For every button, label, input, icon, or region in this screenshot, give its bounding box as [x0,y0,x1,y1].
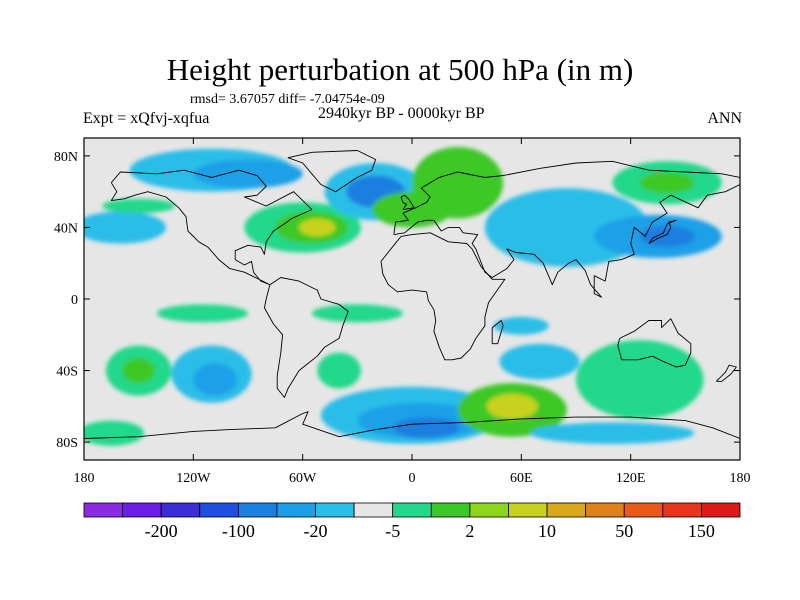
anomaly-region [530,422,695,444]
colorbar-label: 10 [538,521,556,541]
coastline-uk [400,194,415,211]
colorbar-box [83,502,123,518]
anomaly-region [84,420,145,446]
experiment-label: Expt = xQfvj-xqfua [83,110,210,127]
height-field [84,146,722,446]
anomaly-region [486,393,538,419]
season-label: ANN [707,110,742,127]
colorbar-box [237,502,278,518]
anomaly-region [311,304,403,323]
anomaly-region [393,417,460,439]
colorbar-box [662,502,702,518]
anomaly-region [639,171,695,194]
anomaly-region [317,352,361,389]
lat-tick-label: 80N [54,150,78,165]
anomaly-region [156,304,248,323]
coastline-eurasia [393,160,740,298]
lon-tick-label: 120W [176,471,211,486]
coastline-new-zealand [715,364,737,382]
coastline-australia [617,318,692,368]
colorbar-box [585,502,625,518]
colorbar-box [315,502,355,518]
coastline-madagascar [491,320,504,345]
lon-tick-label: 60E [510,471,533,486]
anomaly-region [193,159,303,189]
coastline-africa [380,232,506,361]
colorbar-label: -100 [222,521,255,541]
colorbar-box [199,502,239,518]
coastline-japan [648,219,677,244]
rmsd-diff-stats: rmsd= 3.67057 diff= -7.04754e-09 [190,92,385,107]
lon-tick-label: 0 [409,471,416,486]
plot-title: Height perturbation at 500 hPa (in m) [166,52,634,87]
lat-tick-label: 40N [54,221,78,236]
anomaly-region [576,340,704,419]
colorbar-box [701,502,741,518]
colorbar-label: -20 [304,521,328,541]
lon-tick-label: 60W [289,471,317,486]
lon-tick-label: 180 [74,471,95,486]
colorbar-box [508,502,548,518]
coastline-antarctica [84,411,740,439]
colorbar-box [546,502,587,518]
colorbar-label: 2 [465,521,474,541]
colorbar-label: -5 [385,521,400,541]
colorbar-box [392,502,432,518]
anomaly-region [499,343,580,380]
axis-ticks: 80N 40N 0 40S 80S 180 120W 60W 0 60E 120E 180 [54,138,751,486]
colorbar-box [276,502,316,518]
anomaly-region [102,198,176,214]
colorbar-label: 50 [615,521,633,541]
colorbar-box [160,502,201,518]
anomaly-region [299,218,336,237]
colorbar: -200 -100 -20 -5 2 10 50 150 [83,502,741,541]
anomaly-region [493,316,549,335]
coastline-south-america [263,277,349,398]
coastlines [84,150,740,439]
lon-tick-label: 120E [616,471,646,486]
lon-tick-label: 180 [730,471,751,486]
colorbar-box [430,502,471,518]
colorbar-box [122,502,162,518]
colorbar-box [469,502,509,518]
colorbar-box [353,502,394,518]
lat-tick-label: 40S [56,365,78,380]
anomaly-region [193,363,238,396]
anomaly-region [639,225,695,248]
coastline-greenland [287,150,377,193]
colorbar-label: -200 [145,521,178,541]
anomaly-region [84,211,166,244]
coastline-north-america [110,169,313,286]
colorbar-box [623,502,664,518]
anomaly-region [122,358,156,384]
lat-tick-label: 0 [71,293,78,308]
colorbar-label: 150 [688,521,715,541]
period-label: 2940kyr BP - 0000kyr BP [318,105,485,122]
lat-tick-label: 80S [56,436,78,451]
